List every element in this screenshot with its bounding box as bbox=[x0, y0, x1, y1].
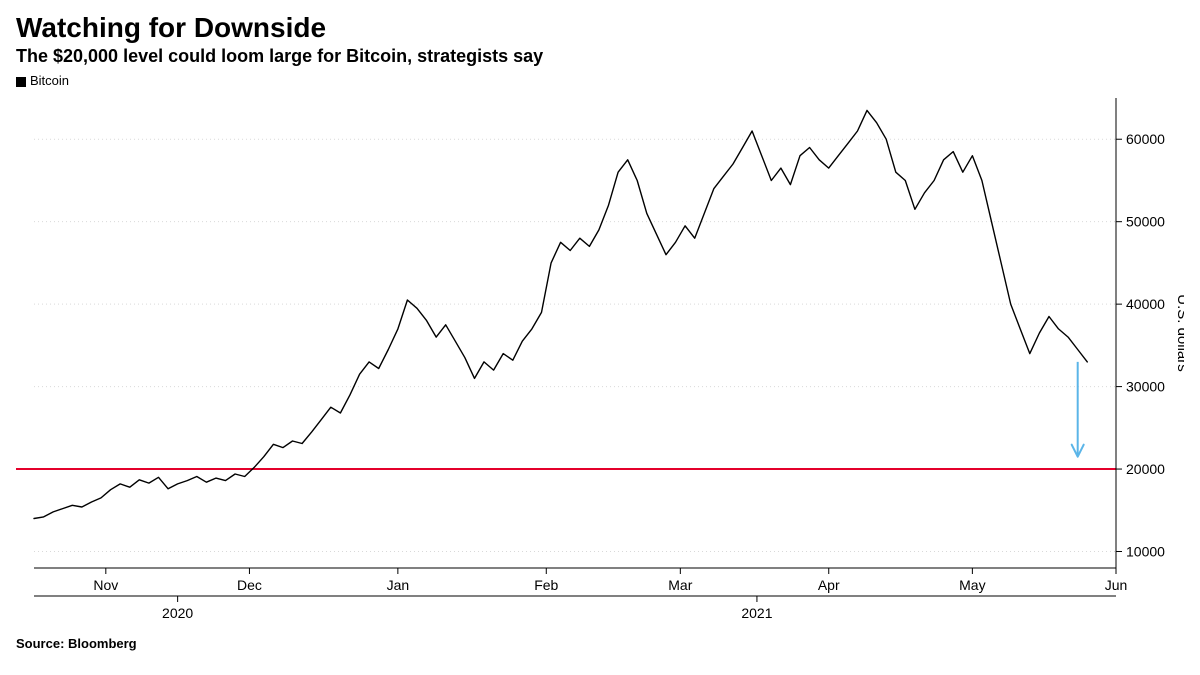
legend-marker-icon bbox=[16, 77, 26, 87]
chart-area: 10000 20000 30000 40000 50000 60000 Nov Dec Jan F… bbox=[16, 90, 1184, 630]
svg-text:Jan: Jan bbox=[387, 577, 410, 593]
svg-text:20000: 20000 bbox=[1126, 461, 1165, 477]
svg-text:40000: 40000 bbox=[1126, 296, 1165, 312]
svg-text:Nov: Nov bbox=[93, 577, 118, 593]
svg-text:Feb: Feb bbox=[534, 577, 558, 593]
svg-text:50000: 50000 bbox=[1126, 214, 1165, 230]
svg-text:10000: 10000 bbox=[1126, 544, 1165, 560]
svg-text:Mar: Mar bbox=[668, 577, 692, 593]
svg-text:U.S. dollars: U.S. dollars bbox=[1174, 294, 1184, 372]
svg-text:May: May bbox=[959, 577, 985, 593]
svg-text:30000: 30000 bbox=[1126, 379, 1165, 395]
svg-text:2020: 2020 bbox=[162, 605, 193, 621]
chart-source: Source: Bloomberg bbox=[16, 636, 1184, 651]
chart-subtitle: The $20,000 level could loom large for B… bbox=[16, 46, 1184, 67]
svg-text:Jun: Jun bbox=[1105, 577, 1128, 593]
legend: Bitcoin bbox=[16, 73, 1184, 88]
svg-text:Dec: Dec bbox=[237, 577, 262, 593]
legend-label: Bitcoin bbox=[30, 73, 69, 88]
chart-title: Watching for Downside bbox=[16, 12, 1184, 44]
svg-text:2021: 2021 bbox=[741, 605, 772, 621]
line-chart: 10000 20000 30000 40000 50000 60000 Nov Dec Jan F… bbox=[16, 90, 1184, 630]
svg-text:Apr: Apr bbox=[818, 577, 840, 593]
svg-text:60000: 60000 bbox=[1126, 131, 1165, 147]
